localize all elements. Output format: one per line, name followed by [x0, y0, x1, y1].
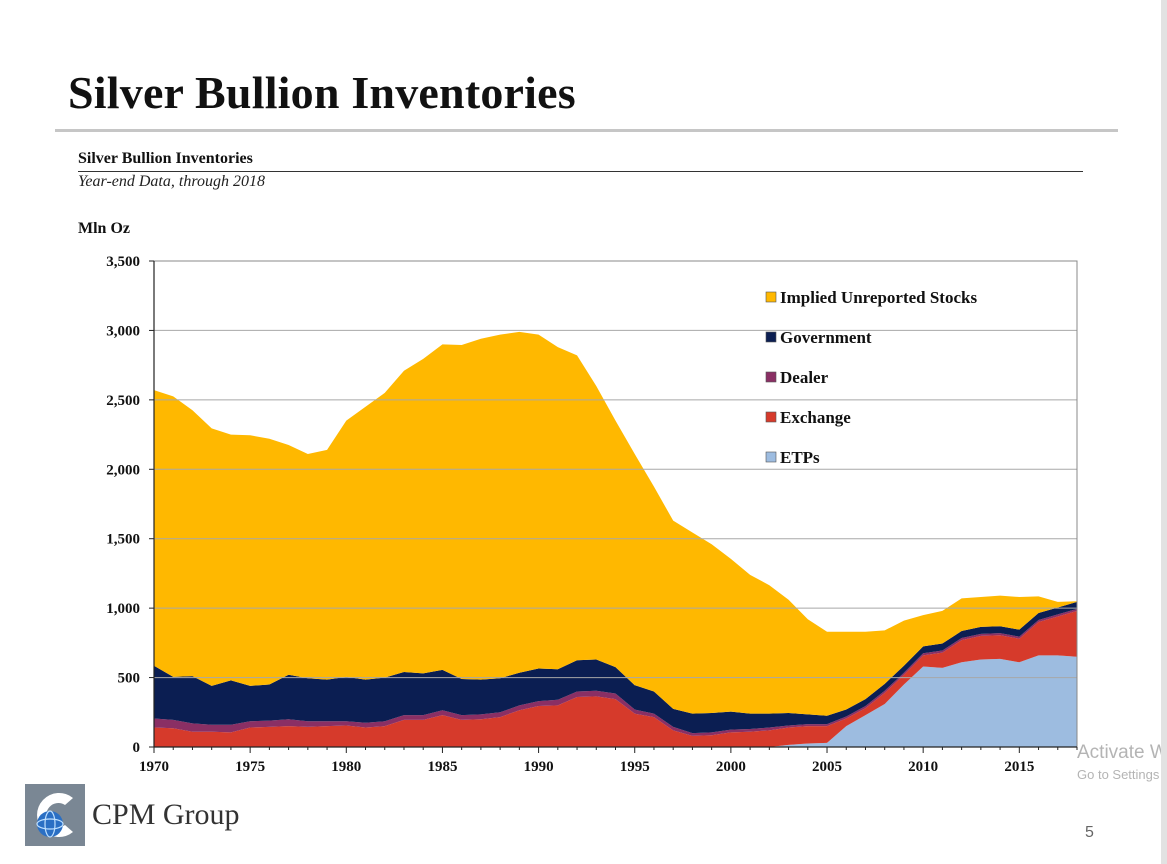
area-series-government: [154, 601, 1077, 734]
y-tick-label: 1,000: [106, 601, 140, 617]
y-tick-label: 3,000: [106, 323, 140, 339]
x-tick-label: 2010: [908, 759, 938, 775]
x-tick-label: 1975: [235, 759, 265, 775]
cpm-logo-icon: [25, 784, 85, 846]
x-tick-label: 1995: [620, 759, 650, 775]
chart-title-divider: [78, 171, 1083, 172]
y-tick-label: 2,500: [106, 393, 140, 409]
y-tick-label: 1,500: [106, 532, 140, 548]
x-tick-label: 2000: [716, 759, 746, 775]
x-tick-label: 1970: [139, 759, 169, 775]
legend-swatch-government: [765, 331, 777, 343]
activation-watermark: Activate Windows Go to Settings to activ…: [1070, 735, 1161, 785]
page-number: 5: [1085, 824, 1094, 841]
y-tick-label: 2,000: [106, 462, 140, 478]
x-tick-label: 1985: [427, 759, 457, 775]
area-series-implied: [154, 331, 1077, 716]
chart-title: Silver Bullion Inventories: [78, 150, 253, 167]
legend-swatch-dealer: [765, 371, 777, 383]
legend-swatch-implied: [765, 291, 777, 303]
x-tick-label: 1980: [331, 759, 361, 775]
legend-swatch-exchange: [765, 411, 777, 423]
y-tick-label: 500: [118, 671, 141, 687]
company-name: CPM Group: [92, 798, 240, 831]
area-series-etps: [154, 655, 1077, 747]
y-axis-unit-label: Mln Oz: [78, 220, 130, 237]
area-series-exchange: [154, 610, 1077, 747]
legend-label-implied: Implied Unreported Stocks: [780, 288, 977, 307]
legend-label-government: Government: [780, 328, 872, 347]
x-tick-label: 2005: [812, 759, 842, 775]
legend-label-dealer: Dealer: [780, 368, 829, 387]
y-tick-label: 3,500: [106, 254, 140, 270]
area-series-dealer: [154, 608, 1077, 736]
slide-edge: [1161, 0, 1167, 864]
activation-watermark-subtitle: Go to Settings to activate Windows.: [1077, 767, 1161, 782]
chart-subtitle: Year-end Data, through 2018: [78, 173, 265, 190]
y-tick-label: 0: [133, 740, 141, 756]
activation-watermark-title: Activate Windows: [1077, 742, 1161, 763]
title-divider: [55, 129, 1118, 132]
x-tick-label: 2015: [1004, 759, 1034, 775]
x-tick-label: 1990: [524, 759, 554, 775]
page-title: Silver Bullion Inventories: [68, 67, 576, 118]
legend-swatch-etps: [765, 451, 777, 463]
legend-label-exchange: Exchange: [780, 408, 851, 427]
legend-label-etps: ETPs: [780, 448, 820, 467]
